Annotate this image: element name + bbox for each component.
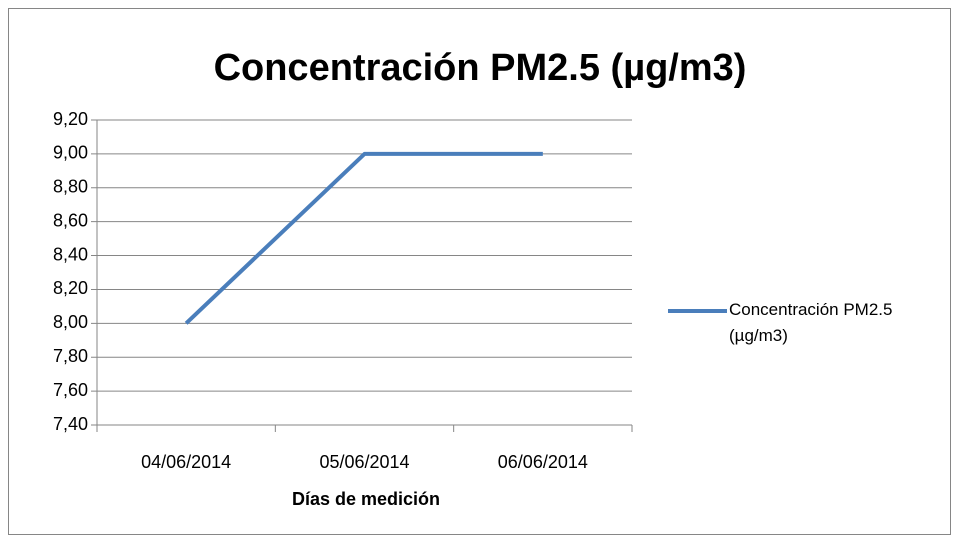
chart-border: [8, 8, 951, 535]
x-tick-label: 04/06/2014: [141, 452, 231, 472]
legend-label: Concentración PM2.5 (µg/m3): [729, 300, 893, 345]
y-tick-label: 8,00: [53, 312, 88, 332]
y-tick-label: 9,20: [53, 109, 88, 129]
x-axis-title: Días de medición: [292, 489, 440, 509]
y-tick-label: 7,40: [53, 414, 88, 434]
x-tick-label: 05/06/2014: [319, 452, 409, 472]
x-tick-label: 06/06/2014: [498, 452, 588, 472]
y-tick-label: 8,60: [53, 210, 88, 230]
y-tick-label: 9,00: [53, 143, 88, 163]
y-tick-label: 8,20: [53, 278, 88, 298]
y-tick-label: 8,40: [53, 244, 88, 264]
y-tick-label: 8,80: [53, 177, 88, 197]
y-tick-label: 7,60: [53, 380, 88, 400]
data-line: [184, 151, 543, 325]
y-tick-label: 7,80: [53, 346, 88, 366]
chart-title: Concentración PM2.5 (µg/m3): [214, 47, 747, 89]
